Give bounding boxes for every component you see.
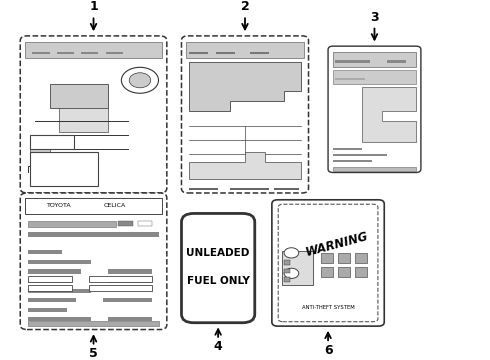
Text: 3: 3 [370,10,379,24]
Bar [30,135,74,149]
Text: 1: 1 [89,0,98,13]
Bar [338,267,350,276]
Bar [89,276,152,282]
Bar [27,231,159,237]
Circle shape [129,73,151,88]
Circle shape [122,67,159,93]
Bar [27,321,159,326]
Text: WARNING: WARNING [304,229,370,258]
Bar [284,269,290,273]
Bar [103,298,152,302]
Bar [189,51,208,54]
Bar [333,52,416,67]
Bar [186,42,304,58]
Bar [49,84,108,108]
Bar [333,148,362,150]
Bar [81,51,98,54]
FancyBboxPatch shape [20,193,167,329]
Bar [108,317,152,321]
Polygon shape [189,152,301,179]
Bar [282,251,314,285]
Bar [335,60,369,63]
Bar [32,51,49,54]
Bar [25,198,162,214]
Bar [250,51,270,54]
Bar [284,277,290,282]
Bar [333,154,387,156]
Text: 6: 6 [324,343,332,356]
Bar [338,253,350,263]
FancyBboxPatch shape [20,36,167,193]
Bar [27,298,76,302]
Bar [333,167,416,171]
Bar [138,221,152,226]
Bar [321,253,333,263]
Bar [106,51,123,54]
Bar [27,289,91,293]
Bar [274,188,299,190]
Bar [27,260,91,264]
Bar [27,285,72,291]
Text: UNLEADED: UNLEADED [186,248,250,258]
FancyBboxPatch shape [272,200,384,326]
FancyBboxPatch shape [181,213,255,323]
Bar [30,152,98,186]
Bar [118,221,133,226]
Bar [355,267,367,276]
Text: FUEL ONLY: FUEL ONLY [187,276,249,286]
FancyBboxPatch shape [328,46,421,172]
Text: TOYOTA: TOYOTA [47,203,72,208]
Bar [30,138,49,166]
Text: ANTI-THEFT SYSTEM: ANTI-THEFT SYSTEM [302,305,354,310]
Bar [59,108,108,131]
Circle shape [284,268,299,279]
FancyBboxPatch shape [181,36,309,193]
Text: 2: 2 [241,0,249,13]
Bar [321,267,333,276]
Bar [27,276,72,282]
Bar [333,160,372,162]
Text: 4: 4 [214,340,222,353]
Bar [57,51,74,54]
Bar [216,51,235,54]
Bar [387,60,406,63]
Bar [27,308,67,312]
Bar [27,317,91,321]
Text: 5: 5 [89,347,98,360]
Bar [108,279,152,283]
Text: CELICA: CELICA [103,203,125,208]
Bar [333,70,416,84]
Bar [27,279,72,283]
Bar [89,285,152,291]
Polygon shape [362,87,416,142]
Bar [189,188,218,190]
Bar [230,188,270,190]
Bar [108,269,152,274]
Polygon shape [189,62,301,111]
Bar [335,77,365,80]
Bar [27,221,116,228]
Bar [27,250,62,255]
Bar [25,42,162,58]
FancyBboxPatch shape [278,204,378,322]
Circle shape [284,248,299,258]
Bar [27,269,81,274]
Bar [355,253,367,263]
Bar [284,260,290,265]
